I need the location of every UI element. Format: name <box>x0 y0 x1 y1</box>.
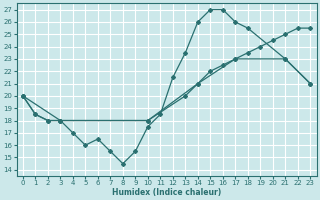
X-axis label: Humidex (Indice chaleur): Humidex (Indice chaleur) <box>112 188 221 197</box>
